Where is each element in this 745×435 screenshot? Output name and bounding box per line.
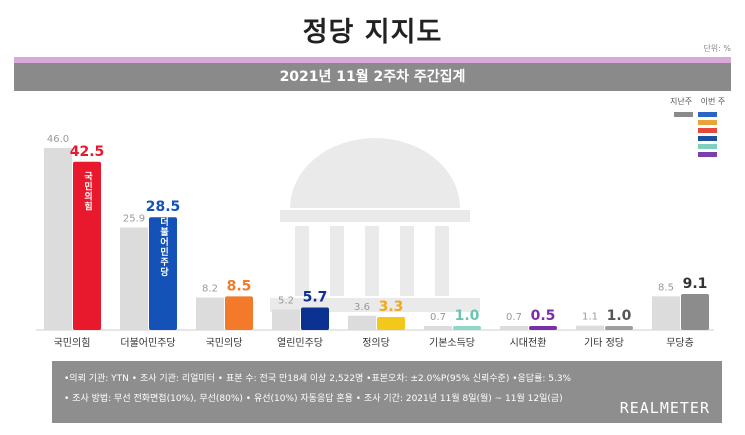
label-cur-5: 1.0 [455, 308, 480, 324]
bar-prev-6 [500, 326, 528, 330]
legend-prev-swatch [674, 112, 693, 117]
label-cur-3: 5.7 [303, 289, 328, 305]
footer-line-2: • 조사 방법: 무선 전화면접(10%), 무선(80%) • 유선(10%)… [64, 394, 563, 404]
bar-cur-2 [225, 296, 253, 330]
label-prev-3: 5.2 [278, 295, 294, 306]
x-tick-label-4: 정의당 [362, 337, 390, 349]
assembly-watermark-icon [270, 138, 480, 312]
bar-cur-8 [681, 293, 709, 330]
bar-cur-7 [605, 326, 633, 330]
label-prev-8: 8.5 [658, 282, 674, 293]
chart-subtitle: 2021년 11월 2주차 주간집계 [14, 63, 731, 91]
unit-label: 단위: % [703, 44, 731, 53]
bar-prev-4 [348, 315, 376, 330]
legend-cur-swatch [698, 128, 717, 133]
footer-line-1: •의뢰 기관: YTN • 조사 기관: 리얼미터 • 표본 수: 전국 만18… [64, 374, 572, 384]
bar-prev-8 [652, 296, 680, 330]
bar-prev-2 [196, 297, 224, 330]
label-cur-4: 3.3 [379, 299, 404, 315]
label-prev-2: 8.2 [202, 284, 218, 295]
x-tick-label-3: 열린민주당 [277, 337, 323, 349]
chart-title: 정당 지지도 [302, 17, 443, 48]
label-prev-6: 0.7 [506, 312, 522, 323]
label-cur-6: 0.5 [531, 308, 556, 324]
bar-prev-0 [44, 147, 72, 330]
label-prev-7: 1.1 [582, 312, 598, 323]
legend-header: 지난주 이번 주 [670, 96, 731, 107]
brand-logo: REALMETER [619, 399, 710, 417]
legend-cur-swatch [698, 144, 717, 149]
bar-cur-0 [73, 161, 101, 330]
label-prev-0: 46.0 [47, 134, 69, 145]
legend-cur-swatch [698, 136, 717, 141]
x-tick-label-1: 더불어민주당 [120, 337, 175, 349]
label-prev-1: 25.9 [123, 213, 145, 224]
x-tick-label-8: 무당층 [666, 337, 694, 349]
bar-cur-6 [529, 326, 557, 330]
label-cur-8: 9.1 [683, 276, 708, 292]
legend-cur-swatch [698, 120, 717, 125]
footer-panel: •의뢰 기관: YTN • 조사 기관: 리얼미터 • 표본 수: 전국 만18… [52, 361, 722, 423]
label-cur-2: 8.5 [227, 278, 252, 294]
legend-cur-swatch [698, 152, 717, 157]
legend-prev-label: 지난주 [670, 97, 693, 106]
x-tick-label-5: 기본소득당 [429, 337, 475, 349]
legend-cur-swatch [698, 112, 717, 117]
accent-band [14, 57, 731, 63]
bar-party-logo-text-1: 더불어민주당 [158, 216, 168, 277]
x-tick-label-0: 국민의힘 [54, 337, 91, 349]
label-prev-5: 0.7 [430, 312, 446, 323]
label-cur-0: 42.5 [70, 144, 105, 160]
label-cur-7: 1.0 [607, 308, 632, 324]
label-prev-4: 3.6 [354, 302, 370, 313]
x-tick-label-7: 기타 정당 [584, 337, 624, 349]
legend-cur-label: 이번 주 [700, 97, 726, 106]
bar-prev-3 [272, 309, 300, 330]
bar-prev-1 [120, 227, 148, 330]
bar-prev-5 [424, 326, 452, 330]
bar-prev-7 [576, 325, 604, 330]
x-tick-label-2: 국민의당 [206, 337, 243, 349]
bar-cur-4 [377, 316, 405, 330]
label-cur-1: 28.5 [146, 199, 181, 215]
bar-party-logo-text-0: 국민의힘 [82, 172, 92, 212]
bar-cur-5 [453, 326, 481, 330]
bar-cur-1 [149, 217, 177, 330]
x-tick-label-6: 시대전환 [510, 337, 547, 349]
bar-cur-3 [301, 307, 329, 330]
